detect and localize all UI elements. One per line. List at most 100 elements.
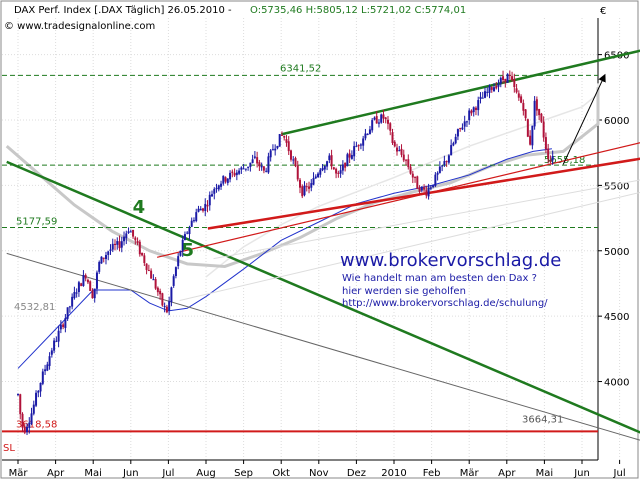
- candle-body[interactable]: [479, 96, 482, 99]
- candle-body[interactable]: [461, 127, 464, 130]
- candle-body[interactable]: [414, 176, 417, 178]
- candle-body[interactable]: [522, 102, 525, 111]
- candle-body[interactable]: [32, 404, 35, 414]
- candle-body[interactable]: [199, 208, 202, 211]
- candle-body[interactable]: [551, 156, 554, 161]
- candle-body[interactable]: [416, 176, 419, 189]
- candle-body[interactable]: [405, 159, 408, 161]
- candle-body[interactable]: [472, 107, 475, 113]
- candle-body[interactable]: [28, 422, 31, 428]
- candle-body[interactable]: [206, 205, 209, 207]
- candle-body[interactable]: [48, 356, 51, 366]
- candle-body[interactable]: [540, 113, 543, 122]
- candle-body[interactable]: [296, 165, 299, 180]
- candle-body[interactable]: [183, 234, 186, 241]
- candle-body[interactable]: [114, 243, 117, 245]
- candle-body[interactable]: [456, 129, 459, 137]
- candle-body[interactable]: [463, 121, 466, 127]
- candle-body[interactable]: [524, 109, 527, 119]
- candle-body[interactable]: [226, 178, 229, 183]
- candle-body[interactable]: [303, 185, 306, 196]
- candle-body[interactable]: [267, 156, 270, 173]
- candle-body[interactable]: [195, 212, 198, 222]
- candle-body[interactable]: [468, 110, 471, 121]
- candle-body[interactable]: [208, 194, 211, 206]
- candle-body[interactable]: [98, 262, 101, 272]
- candle-body[interactable]: [452, 143, 455, 146]
- candle-body[interactable]: [420, 186, 423, 191]
- candle-body[interactable]: [432, 185, 435, 188]
- candle-body[interactable]: [547, 148, 550, 159]
- candle-body[interactable]: [240, 167, 243, 170]
- candle-body[interactable]: [459, 127, 462, 129]
- candle-body[interactable]: [80, 283, 83, 287]
- candle-body[interactable]: [393, 141, 396, 147]
- candle-body[interactable]: [269, 150, 272, 158]
- candle-body[interactable]: [37, 390, 40, 393]
- candle-body[interactable]: [353, 146, 356, 157]
- candle-body[interactable]: [359, 144, 362, 146]
- candle-body[interactable]: [26, 426, 29, 433]
- candle-body[interactable]: [382, 114, 385, 119]
- candle-body[interactable]: [513, 79, 516, 88]
- candle-body[interactable]: [102, 257, 105, 259]
- candle-body[interactable]: [511, 76, 514, 81]
- candle-body[interactable]: [285, 139, 288, 143]
- candle-body[interactable]: [447, 155, 450, 163]
- candle-body[interactable]: [371, 120, 374, 131]
- candle-body[interactable]: [348, 153, 351, 158]
- candle-body[interactable]: [542, 121, 545, 138]
- candle-body[interactable]: [62, 324, 65, 328]
- candle-body[interactable]: [53, 340, 56, 351]
- candle-body[interactable]: [201, 208, 204, 211]
- candle-body[interactable]: [429, 187, 432, 189]
- candle-body[interactable]: [520, 96, 523, 103]
- candle-body[interactable]: [506, 73, 509, 83]
- candle-body[interactable]: [231, 171, 234, 173]
- candle-body[interactable]: [154, 279, 157, 289]
- candle-body[interactable]: [59, 324, 62, 330]
- candle-body[interactable]: [323, 165, 326, 170]
- candle-body[interactable]: [339, 170, 342, 174]
- candle-body[interactable]: [454, 136, 457, 144]
- candle-body[interactable]: [427, 187, 430, 197]
- candle-body[interactable]: [229, 172, 232, 180]
- candle-body[interactable]: [242, 168, 245, 170]
- candle-body[interactable]: [152, 279, 155, 281]
- candle-body[interactable]: [50, 350, 53, 355]
- candle-body[interactable]: [389, 123, 392, 131]
- candle-body[interactable]: [192, 220, 195, 222]
- candle-body[interactable]: [116, 241, 119, 245]
- candle-body[interactable]: [299, 179, 301, 188]
- candles[interactable]: [17, 70, 554, 436]
- candle-body[interactable]: [407, 159, 410, 168]
- candle-body[interactable]: [247, 166, 250, 168]
- candle-body[interactable]: [86, 279, 89, 283]
- candle-body[interactable]: [488, 85, 491, 93]
- candle-body[interactable]: [409, 166, 412, 174]
- candle-body[interactable]: [129, 231, 132, 233]
- candle-body[interactable]: [233, 173, 236, 176]
- candle-body[interactable]: [423, 187, 426, 190]
- candle-body[interactable]: [418, 187, 421, 192]
- candle-body[interactable]: [443, 161, 446, 165]
- candle-body[interactable]: [141, 252, 144, 256]
- candle-body[interactable]: [362, 138, 365, 146]
- candle-body[interactable]: [64, 318, 67, 328]
- candle-body[interactable]: [211, 194, 214, 197]
- promo-line-3[interactable]: http://www.brokervorschlag.de/schulung/: [342, 298, 548, 309]
- candle-body[interactable]: [253, 156, 256, 158]
- candle-body[interactable]: [41, 371, 44, 384]
- candle-body[interactable]: [215, 187, 218, 189]
- candle-body[interactable]: [150, 270, 153, 279]
- candle-body[interactable]: [499, 77, 502, 84]
- candle-body[interactable]: [125, 233, 128, 239]
- candle-body[interactable]: [398, 150, 401, 152]
- candle-body[interactable]: [186, 232, 189, 234]
- candle-body[interactable]: [441, 165, 444, 167]
- candle-body[interactable]: [321, 168, 324, 171]
- candle-body[interactable]: [213, 188, 216, 194]
- candle-body[interactable]: [326, 161, 329, 167]
- candle-body[interactable]: [17, 394, 19, 396]
